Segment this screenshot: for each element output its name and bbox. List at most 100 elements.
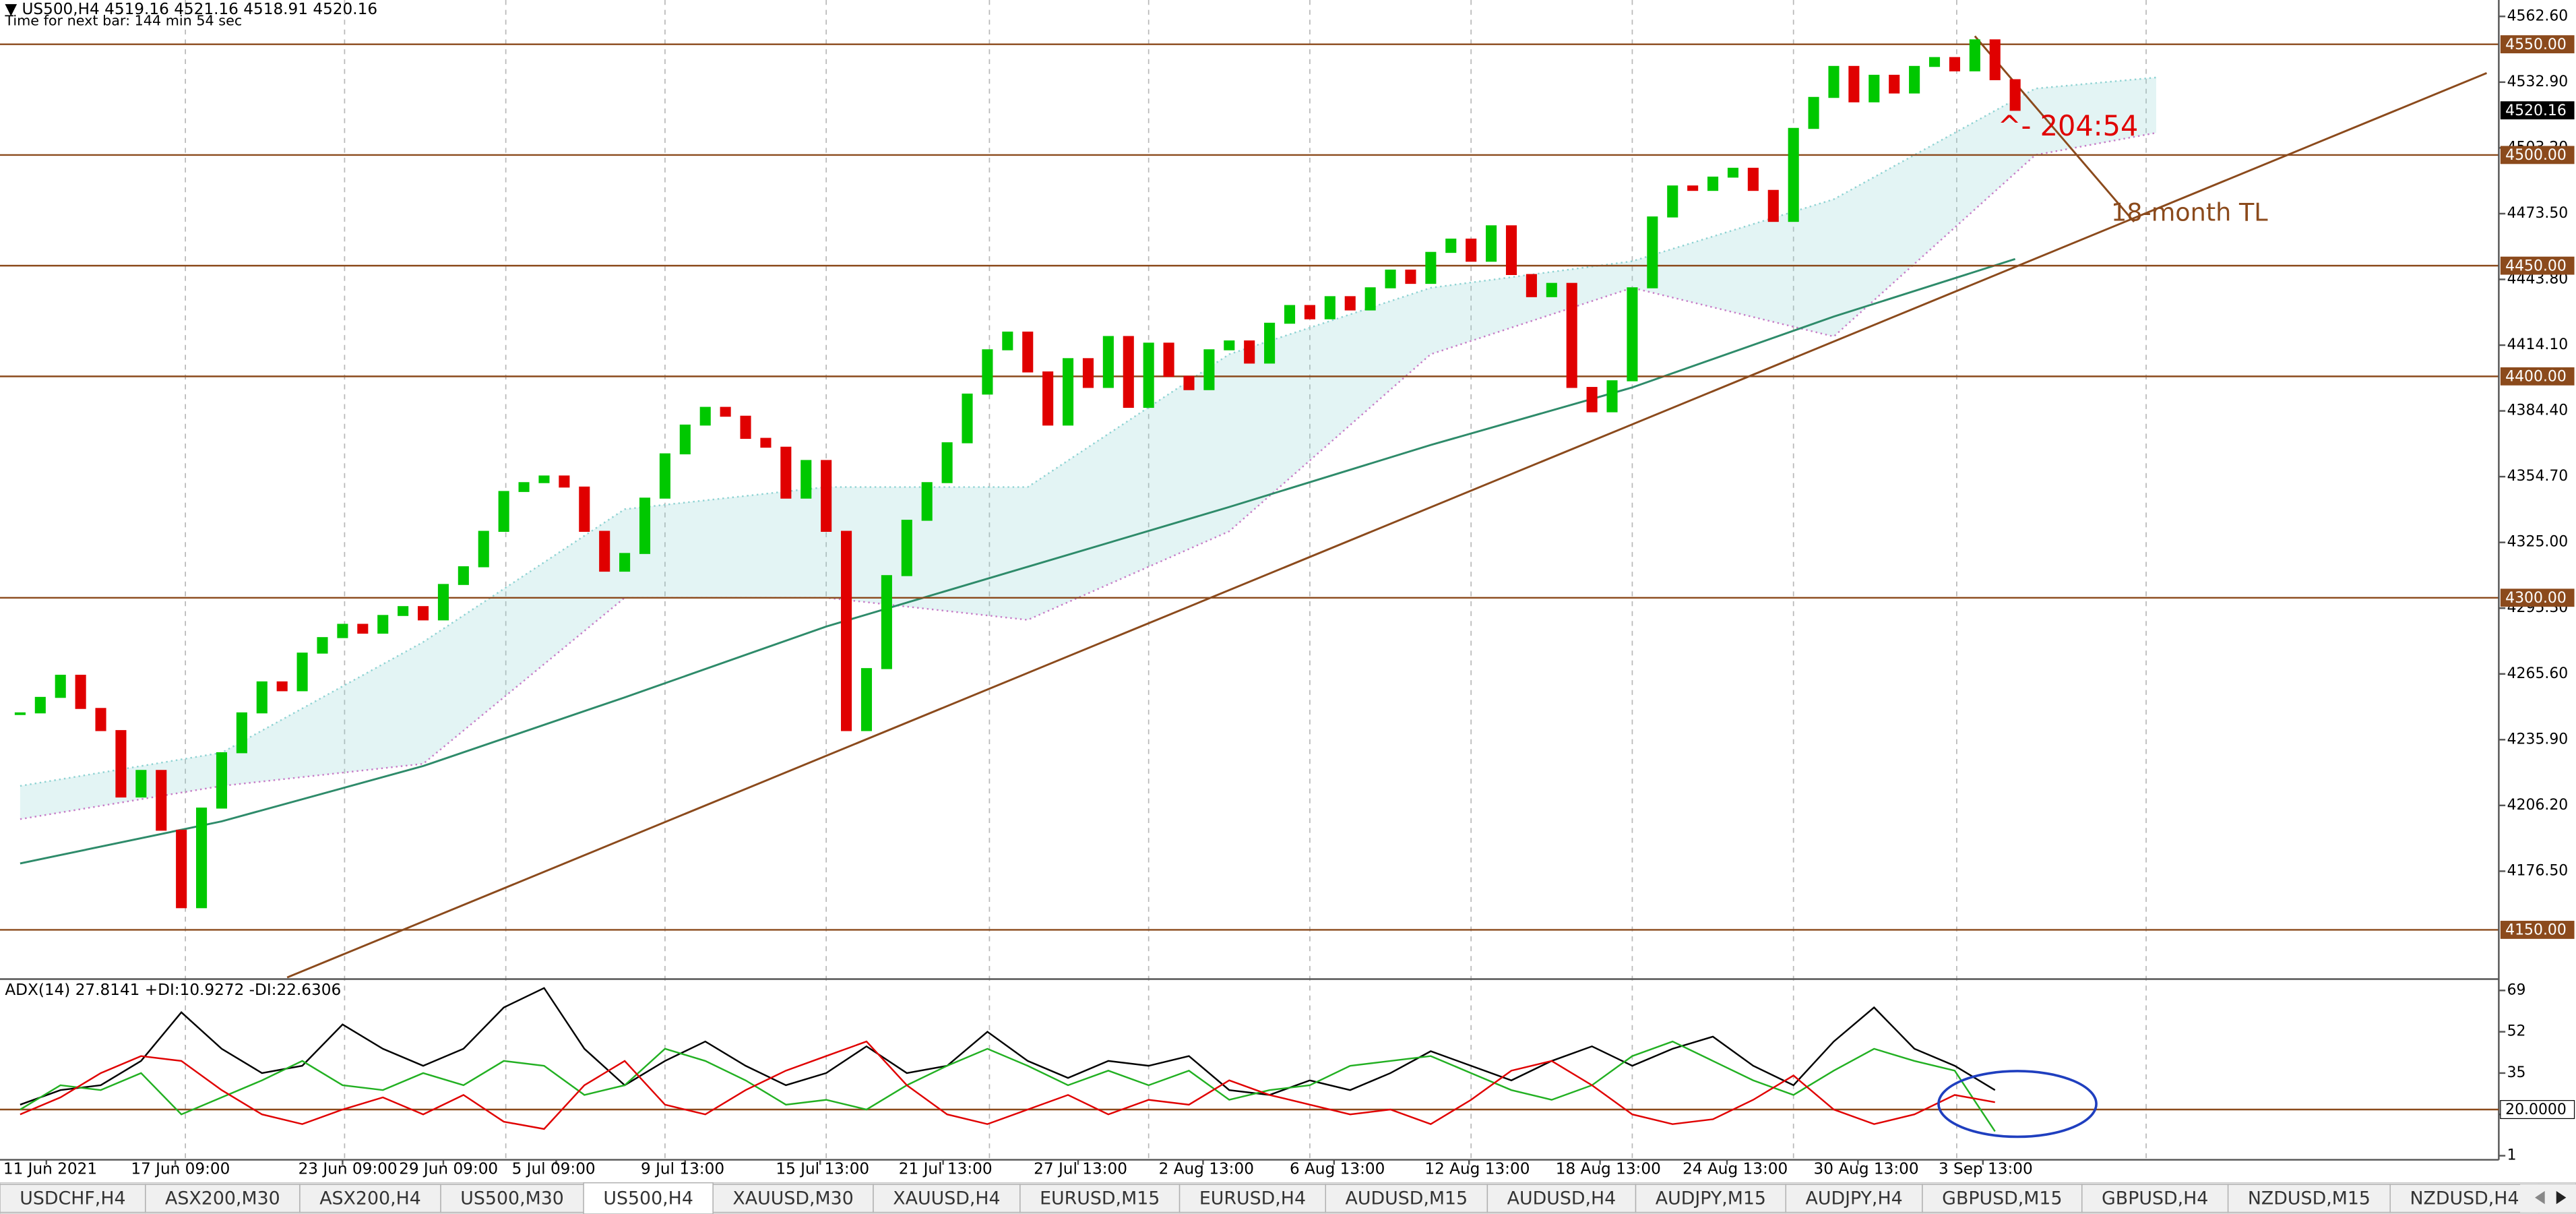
candle bbox=[1163, 342, 1174, 377]
candle bbox=[1183, 375, 1195, 390]
x-tick-label: 23 Jun 09:00 bbox=[299, 1161, 398, 1178]
bar-timer: Time for next bar: 144 min 54 sec bbox=[4, 13, 242, 29]
tab[interactable]: GBPUSD,H4 bbox=[2081, 1184, 2229, 1213]
tab[interactable]: NZDUSD,H4 bbox=[2389, 1184, 2540, 1213]
tab-label[interactable]: NZDUSD,H4 bbox=[2410, 1188, 2519, 1209]
tab-label[interactable]: EURUSD,H4 bbox=[1199, 1188, 1306, 1209]
tab-label[interactable]: US500,M30 bbox=[460, 1188, 564, 1209]
trendline bbox=[286, 72, 2488, 979]
tab-label[interactable]: EURUSD,M15 bbox=[1040, 1188, 1160, 1209]
tab[interactable]: US500,H4 bbox=[583, 1182, 714, 1214]
tab-bg[interactable] bbox=[0, 1184, 146, 1213]
tab-bg[interactable] bbox=[1179, 1184, 1326, 1213]
tab[interactable]: GBPUSD,M15 bbox=[1922, 1184, 2083, 1213]
tab-bg[interactable] bbox=[583, 1182, 714, 1214]
tab-label[interactable]: GBPUSD,M15 bbox=[1942, 1188, 2062, 1209]
candle bbox=[921, 482, 933, 521]
tab[interactable]: ASX200,H4 bbox=[299, 1184, 441, 1213]
x-tick-label: 30 Aug 13:00 bbox=[1814, 1161, 1919, 1178]
cloud-span-a bbox=[20, 76, 2157, 787]
level-label: 4450.00 bbox=[2505, 257, 2567, 274]
tab-label[interactable]: NZDUSD,M15 bbox=[2248, 1188, 2370, 1209]
tab-bg[interactable] bbox=[1635, 1184, 1786, 1213]
tab-label[interactable]: US500,H4 bbox=[603, 1188, 693, 1209]
candle bbox=[982, 349, 993, 395]
candle bbox=[881, 575, 892, 669]
candle bbox=[1022, 331, 1034, 373]
candle bbox=[941, 442, 953, 483]
candle bbox=[1244, 340, 1255, 364]
candle bbox=[1143, 342, 1154, 408]
tab[interactable]: XAUUSD,M30 bbox=[712, 1184, 874, 1213]
candle bbox=[538, 475, 550, 483]
tab-label[interactable]: AUDUSD,H4 bbox=[1507, 1188, 1616, 1209]
x-tick-label: 27 Jul 13:00 bbox=[1034, 1161, 1127, 1178]
candle bbox=[1667, 185, 1678, 218]
moving-average bbox=[20, 257, 2016, 865]
tab-label[interactable]: USDCHF,H4 bbox=[20, 1188, 125, 1209]
y-tick-label: 4325.00 bbox=[2507, 534, 2569, 551]
candle bbox=[196, 808, 208, 909]
x-tick-label: 3 Sep 13:00 bbox=[1939, 1161, 2033, 1178]
tab-bg[interactable] bbox=[440, 1184, 584, 1213]
level-label: 4300.00 bbox=[2505, 590, 2567, 607]
candle bbox=[176, 829, 187, 909]
tab-bg[interactable] bbox=[2389, 1184, 2540, 1213]
tab-label[interactable]: XAUUSD,H4 bbox=[893, 1188, 1000, 1209]
tab-bg[interactable] bbox=[1785, 1184, 1923, 1213]
candle bbox=[75, 675, 86, 709]
tab[interactable]: EURUSD,H4 bbox=[1179, 1184, 1326, 1213]
tab-bg[interactable] bbox=[873, 1184, 1021, 1213]
tab[interactable]: AUDJPY,M15 bbox=[1635, 1184, 1786, 1213]
candle bbox=[1687, 185, 1699, 191]
tab-label[interactable]: XAUUSD,M30 bbox=[732, 1188, 853, 1209]
candle bbox=[1284, 305, 1296, 324]
candle bbox=[1969, 39, 1980, 71]
x-tick-label: 21 Jul 13:00 bbox=[899, 1161, 993, 1178]
tab-bg[interactable] bbox=[145, 1184, 301, 1213]
tab-scroll-left[interactable] bbox=[2535, 1190, 2545, 1205]
last-price-bg bbox=[2500, 101, 2575, 120]
candle bbox=[1989, 39, 2001, 80]
candle bbox=[34, 696, 46, 714]
candle bbox=[720, 406, 731, 417]
tab-label[interactable]: AUDUSD,M15 bbox=[1346, 1188, 1468, 1209]
candle bbox=[1707, 177, 1719, 191]
tab-bg[interactable] bbox=[1922, 1184, 2083, 1213]
candle bbox=[437, 584, 449, 621]
tab[interactable]: XAUUSD,H4 bbox=[873, 1184, 1021, 1213]
candle bbox=[1586, 387, 1598, 413]
tab-bg[interactable] bbox=[299, 1184, 441, 1213]
indicator-line bbox=[20, 1040, 1996, 1132]
y-tick-label: 4562.60 bbox=[2507, 7, 2569, 24]
level-label: 4150.00 bbox=[2505, 922, 2567, 939]
tab-label[interactable]: ASX200,M30 bbox=[165, 1188, 280, 1209]
tab[interactable]: US500,M30 bbox=[440, 1184, 584, 1213]
last-price-label: 4520.16 bbox=[2505, 102, 2567, 119]
tab-bg[interactable] bbox=[2081, 1184, 2229, 1213]
candle bbox=[1546, 282, 1557, 297]
tab[interactable]: AUDUSD,M15 bbox=[1325, 1184, 1488, 1213]
tab-scroll-right[interactable] bbox=[2556, 1190, 2567, 1205]
candle bbox=[498, 491, 509, 532]
tab-bg[interactable] bbox=[712, 1184, 874, 1213]
tab[interactable]: USDCHF,H4 bbox=[0, 1184, 146, 1213]
tab-label[interactable]: AUDJPY,M15 bbox=[1656, 1188, 1766, 1209]
tab-label[interactable]: AUDJPY,H4 bbox=[1805, 1188, 1902, 1209]
candle bbox=[962, 393, 973, 444]
tab[interactable]: NZDUSD,M15 bbox=[2227, 1184, 2391, 1213]
tab-label[interactable]: ASX200,H4 bbox=[319, 1188, 421, 1209]
tab[interactable]: ASX200,M30 bbox=[145, 1184, 301, 1213]
tab[interactable]: AUDJPY,H4 bbox=[1785, 1184, 1923, 1213]
tab-bg[interactable] bbox=[2227, 1184, 2391, 1213]
candle bbox=[1405, 269, 1416, 284]
candle bbox=[619, 553, 631, 572]
tab[interactable]: EURUSD,M15 bbox=[1019, 1184, 1181, 1213]
candle bbox=[1324, 296, 1336, 320]
x-tick-label: 24 Aug 13:00 bbox=[1683, 1161, 1788, 1178]
tab[interactable]: AUDUSD,H4 bbox=[1486, 1184, 1637, 1213]
candle bbox=[1486, 225, 1497, 262]
tab-label[interactable]: GBPUSD,H4 bbox=[2102, 1188, 2208, 1209]
